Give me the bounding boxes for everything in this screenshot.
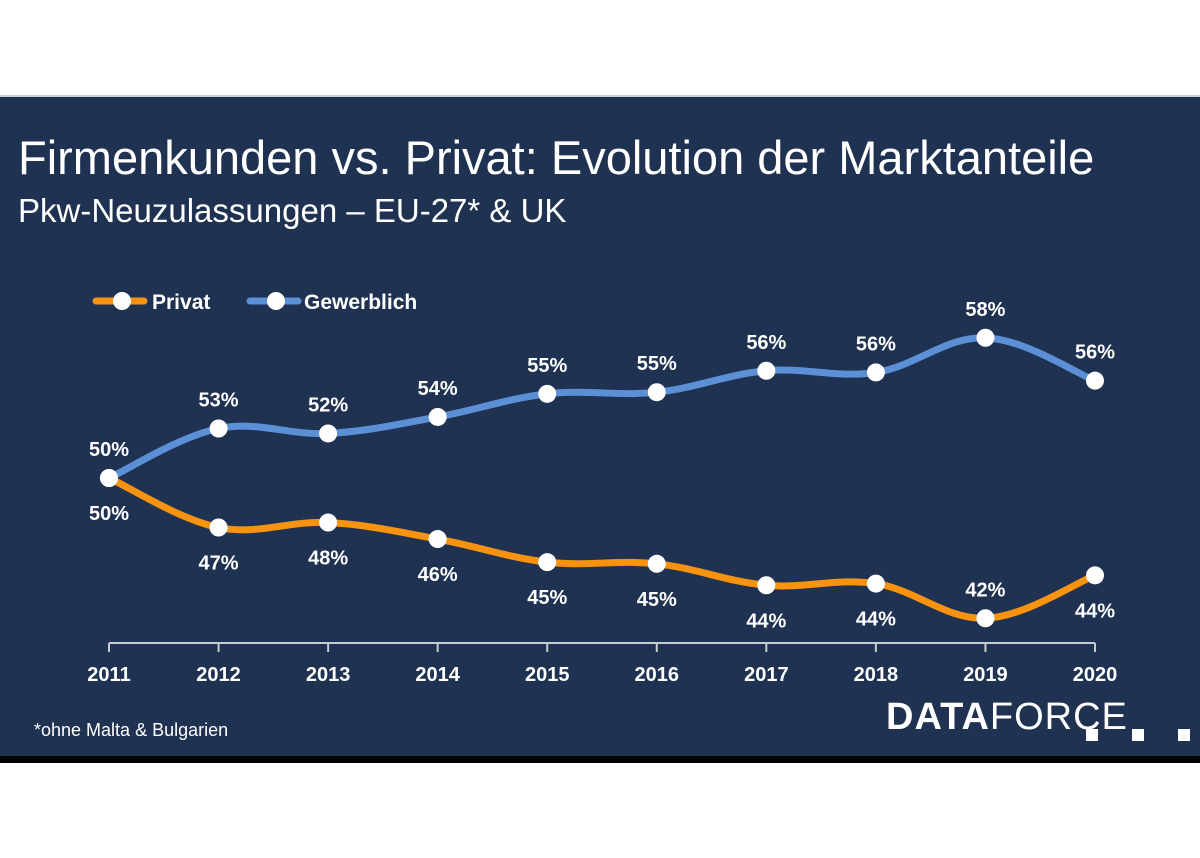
data-point <box>428 407 447 426</box>
legend-marker <box>267 292 285 310</box>
series-line-gewerblich <box>105 334 1099 482</box>
data-point <box>757 361 776 380</box>
data-point <box>209 419 228 438</box>
logo-part-data: DATA <box>886 696 990 738</box>
logo-part-force: FORCE <box>989 696 1128 738</box>
data-label: 53% <box>199 390 239 412</box>
bottom-divider <box>0 756 1200 763</box>
x-tick-label: 2017 <box>744 664 789 686</box>
legend-label: Privat <box>152 291 210 314</box>
footnote: *ohne Malta & Bulgarien <box>34 720 229 740</box>
data-point <box>428 530 447 549</box>
x-tick-label: 2015 <box>525 664 570 686</box>
legend-marker <box>113 292 131 310</box>
data-point <box>757 576 776 595</box>
data-label: 52% <box>308 394 348 416</box>
data-point <box>976 328 995 347</box>
legend-item-gewerblich: Gewerblich <box>246 291 417 314</box>
data-label: 55% <box>637 353 677 375</box>
data-point <box>976 609 995 628</box>
data-point <box>866 574 885 593</box>
x-axis: 2011 2012 2013 2014 2015 2016 2017 2018 2019 2020 <box>87 642 1118 686</box>
data-label: 54% <box>418 378 458 400</box>
logo-dot <box>1178 729 1190 741</box>
data-point <box>866 363 885 382</box>
logo-dot <box>1132 729 1144 741</box>
series-line-privat <box>105 474 1099 622</box>
slide-background <box>0 95 1200 760</box>
dataforce-logo: DATAFORCE <box>886 696 1128 739</box>
data-label: 58% <box>965 299 1005 321</box>
x-tick-label: 2011 <box>87 664 130 686</box>
x-tick-label: 2020 <box>1073 664 1118 686</box>
series-gewerblich: 50% 53% 52% 54% 55% 55% 56% 56% 58% 56% <box>89 299 1115 487</box>
data-label: 47% <box>199 553 239 575</box>
data-point <box>319 513 338 532</box>
data-point <box>647 383 666 402</box>
chart-subtitle: Pkw-Neuzulassungen – EU-27* & UK <box>18 192 567 229</box>
series-privat: 50% 47% 48% 46% 45% 45% 44% 44% 42% 44% <box>89 469 1115 632</box>
logo-dot <box>1086 729 1098 741</box>
legend-item-privat: Privat <box>92 291 210 314</box>
data-label: 56% <box>1075 342 1115 364</box>
x-tick-label: 2018 <box>854 664 899 686</box>
data-point <box>538 384 557 403</box>
x-tick-label: 2013 <box>306 664 351 686</box>
data-point <box>647 554 666 573</box>
data-label: 44% <box>856 609 896 631</box>
data-label: 48% <box>308 548 348 570</box>
data-point <box>538 553 557 572</box>
data-point <box>100 469 118 487</box>
data-point <box>1086 566 1104 585</box>
data-point <box>319 424 338 443</box>
data-label: 45% <box>527 587 567 609</box>
data-point <box>209 518 228 537</box>
legend-label: Gewerblich <box>304 291 417 314</box>
series-layer: 50%47% 48%46%45% 45%44% 44%42%44%50%53% 52%5… <box>89 299 1115 633</box>
data-label: 55% <box>527 355 567 377</box>
data-label: 50% <box>89 503 129 525</box>
legend: Privat Gewerblich <box>92 291 417 314</box>
data-label: 45% <box>637 589 677 611</box>
chart-title: Firmenkunden vs. Privat: Evolution der M… <box>18 131 1095 184</box>
data-label: 44% <box>1075 600 1115 622</box>
x-tick-label: 2016 <box>635 664 680 686</box>
data-label: 50% <box>89 439 129 461</box>
data-label: 56% <box>746 332 786 354</box>
x-tick-label: 2012 <box>196 664 241 686</box>
data-label: 46% <box>418 564 458 586</box>
x-tick-label: 2019 <box>963 664 1008 686</box>
data-point <box>1086 371 1104 390</box>
data-label: 56% <box>856 333 896 355</box>
x-tick-label: 2014 <box>415 664 460 686</box>
data-label: 44% <box>746 610 786 632</box>
data-label: 42% <box>965 579 1005 601</box>
